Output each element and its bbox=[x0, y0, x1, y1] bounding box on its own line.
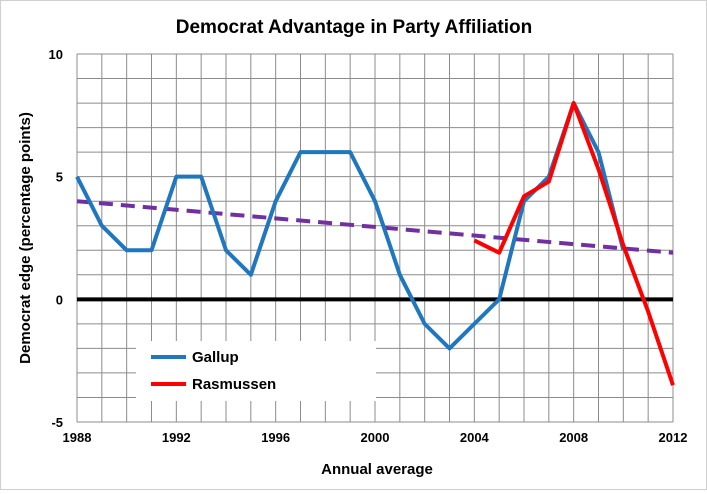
x-tick-label: 2012 bbox=[659, 430, 688, 445]
y-axis-label: Democrat edge (percentage points) bbox=[17, 112, 34, 364]
chart-title: Democrat Advantage in Party Affiliation bbox=[176, 17, 533, 38]
x-tick-label: 2008 bbox=[559, 430, 588, 445]
y-tick-label: 10 bbox=[49, 47, 63, 62]
x-tick-label: 2004 bbox=[460, 430, 490, 445]
y-tick-label: 5 bbox=[56, 170, 63, 185]
legend-label-rasmussen: Rasmussen bbox=[192, 376, 276, 393]
x-tick-label: 1992 bbox=[162, 430, 191, 445]
x-axis-label: Annual average bbox=[321, 461, 433, 478]
legend: Gallup Rasmussen bbox=[136, 341, 376, 401]
y-tick-label: -5 bbox=[51, 415, 63, 430]
x-tick-label: 2000 bbox=[361, 430, 390, 445]
legend-label-gallup: Gallup bbox=[192, 349, 239, 366]
x-tick-label: 1996 bbox=[261, 430, 290, 445]
x-tick-label: 1988 bbox=[63, 430, 92, 445]
y-tick-label: 0 bbox=[56, 292, 63, 307]
